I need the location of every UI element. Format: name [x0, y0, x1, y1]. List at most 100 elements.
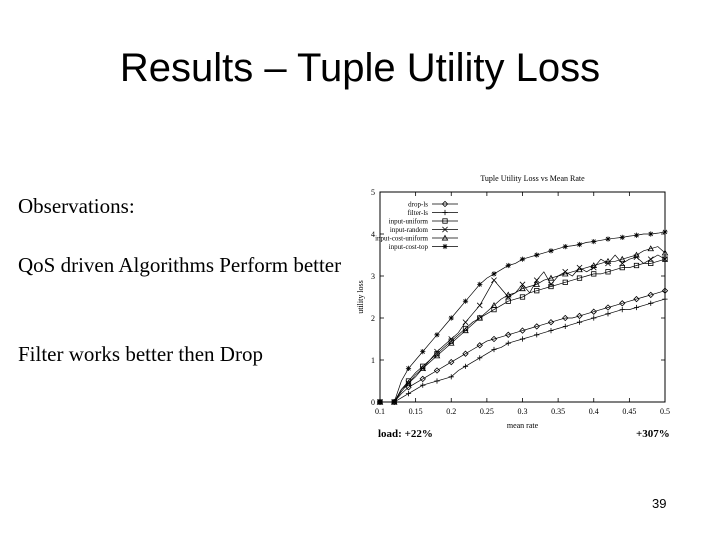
point-filter-ls: [591, 315, 597, 321]
point-input-random: [434, 348, 440, 355]
point-drop-ls: [576, 312, 583, 320]
point-filter-ls: [562, 323, 568, 329]
y-tick-label: 3: [371, 272, 375, 281]
point-drop-ls: [433, 367, 441, 374]
load-left-label: load: +22%: [378, 428, 433, 440]
x-tick-label: 0.15: [409, 407, 423, 416]
point-input-cost-top: [562, 244, 568, 250]
load-right-label: +307%: [636, 428, 670, 440]
legend-marker-input-cost-top: [442, 243, 448, 250]
point-input-cost-top: [405, 365, 412, 371]
legend-label-filter-ls: filter-ls: [408, 209, 429, 217]
point-input-cost-uniform: [433, 352, 441, 359]
point-drop-ls: [547, 319, 555, 326]
y-tick-label: 4: [371, 230, 375, 239]
point-input-cost-top: [548, 248, 554, 254]
point-drop-ls: [604, 304, 612, 311]
point-filter-ls: [662, 296, 668, 302]
point-input-cost-top: [591, 238, 597, 245]
point-input-cost-top: [633, 232, 640, 238]
point-input-random: [519, 281, 526, 288]
point-input-cost-top: [377, 399, 383, 405]
legend-marker-input-random: [442, 226, 448, 233]
x-tick-label: 0.3: [518, 407, 528, 416]
point-input-random: [448, 336, 455, 342]
point-input-uniform: [619, 264, 625, 271]
y-tick-label: 0: [371, 398, 375, 407]
observations-heading: Observations:: [18, 194, 135, 218]
point-drop-ls: [505, 331, 512, 338]
point-drop-ls: [448, 358, 455, 366]
y-tick-label: 5: [371, 188, 375, 197]
point-input-random: [647, 256, 654, 263]
point-filter-ls: [519, 336, 526, 342]
x-tick-label: 0.45: [622, 407, 636, 416]
point-input-cost-uniform: [576, 266, 583, 273]
point-drop-ls: [647, 291, 654, 299]
point-filter-ls: [505, 340, 511, 346]
point-drop-ls: [633, 295, 640, 303]
point-input-uniform: [591, 271, 597, 277]
utility-loss-chart: Tuple Utility Loss vs Mean Rate 0 1 2 3 4 5 0.1…: [345, 168, 680, 448]
point-input-cost-top: [448, 315, 454, 321]
point-input-random: [476, 302, 483, 309]
point-input-uniform: [633, 262, 640, 269]
x-axis-label: mean rate: [507, 421, 539, 430]
series-line-input-uniform: [380, 258, 666, 403]
point-input-random: [533, 277, 540, 284]
point-drop-ls: [419, 375, 426, 383]
point-input-uniform: [519, 294, 526, 300]
observation-qos: QoS driven Algorithms Perform better: [18, 253, 342, 277]
y-tick-label: 1: [371, 356, 375, 365]
point-input-cost-top: [477, 281, 483, 287]
point-drop-ls: [519, 327, 526, 334]
x-tick-label: 0.35: [551, 407, 565, 416]
x-tick-label: 0.5: [660, 407, 670, 416]
x-tick-label: 0.4: [589, 407, 599, 416]
point-input-cost-top: [462, 298, 469, 304]
point-filter-ls: [420, 382, 426, 388]
point-filter-ls: [648, 300, 654, 306]
legend-label-drop-ls: drop-ls: [408, 201, 428, 209]
x-tick-label: 0.1: [375, 407, 385, 416]
page-number: 39: [652, 496, 667, 511]
point-input-cost-top: [434, 332, 440, 338]
point-input-cost-uniform: [405, 379, 412, 386]
y-axis-label: utility loss: [356, 280, 365, 314]
point-filter-ls: [633, 304, 640, 311]
point-input-cost-uniform: [533, 280, 541, 287]
point-input-random: [548, 281, 554, 288]
point-drop-ls: [490, 335, 498, 343]
legend-marker-input-uniform: [442, 218, 448, 224]
point-input-cost-top: [519, 256, 526, 262]
point-input-cost-uniform: [504, 291, 512, 298]
point-input-cost-top: [648, 231, 654, 237]
point-input-cost-uniform: [462, 327, 469, 334]
point-input-uniform: [648, 260, 654, 267]
point-input-cost-uniform: [447, 339, 455, 346]
point-filter-ls: [491, 346, 497, 353]
slide-title: Results – Tuple Utility Loss: [119, 46, 601, 90]
legend-marker-filter-ls: [442, 209, 448, 216]
point-input-uniform: [662, 256, 668, 262]
x-tick-label: 0.25: [480, 407, 494, 416]
point-input-uniform: [605, 269, 611, 275]
legend-label-input-cost-top: input-cost-top: [389, 243, 429, 251]
point-filter-ls: [405, 391, 412, 397]
point-filter-ls: [477, 355, 483, 361]
point-filter-ls: [576, 319, 583, 325]
point-filter-ls: [462, 363, 469, 369]
chart-title: Tuple Utility Loss vs Mean Rate: [480, 174, 585, 183]
point-filter-ls: [534, 332, 540, 338]
point-filter-ls: [448, 374, 454, 380]
point-filter-ls: [605, 311, 611, 317]
point-drop-ls: [462, 350, 469, 357]
point-input-cost-uniform: [476, 314, 484, 321]
point-input-cost-uniform: [618, 255, 626, 262]
point-input-cost-top: [605, 236, 611, 242]
point-input-cost-uniform: [490, 301, 498, 308]
point-drop-ls: [661, 287, 669, 294]
point-drop-ls: [405, 384, 412, 391]
point-input-cost-top: [391, 399, 397, 405]
point-input-cost-uniform: [633, 251, 640, 258]
